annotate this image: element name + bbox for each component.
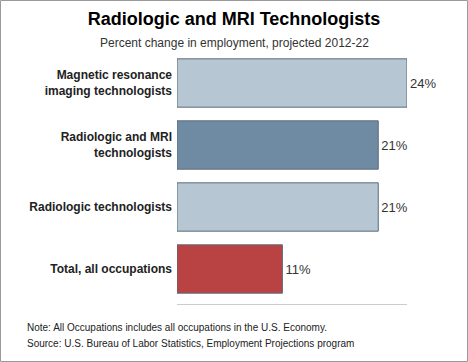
svg-text:Total, all occupations: Total, all occupations <box>50 262 172 276</box>
svg-text:Note: All Occupations includes: Note: All Occupations includes all occup… <box>27 322 327 333</box>
svg-text:Percent change in employment,: Percent change in employment, projected … <box>100 36 369 50</box>
svg-text:Radiologic and MRI Technologis: Radiologic and MRI Technologists <box>88 9 381 29</box>
svg-text:21%: 21% <box>381 138 407 153</box>
svg-text:11%: 11% <box>285 262 310 277</box>
svg-text:Magnetic resonanceimaging tech: Magnetic resonanceimaging technologists <box>45 68 173 98</box>
svg-text:Radiologic and MRItechnologist: Radiologic and MRItechnologists <box>61 130 173 160</box>
svg-text:21%: 21% <box>381 200 407 215</box>
svg-text:Source: U.S. Bureau of Labor S: Source: U.S. Bureau of Labor Statistics,… <box>27 338 354 349</box>
svg-text:Radiologic technologists: Radiologic technologists <box>29 200 172 214</box>
svg-text:24%: 24% <box>410 76 436 91</box>
